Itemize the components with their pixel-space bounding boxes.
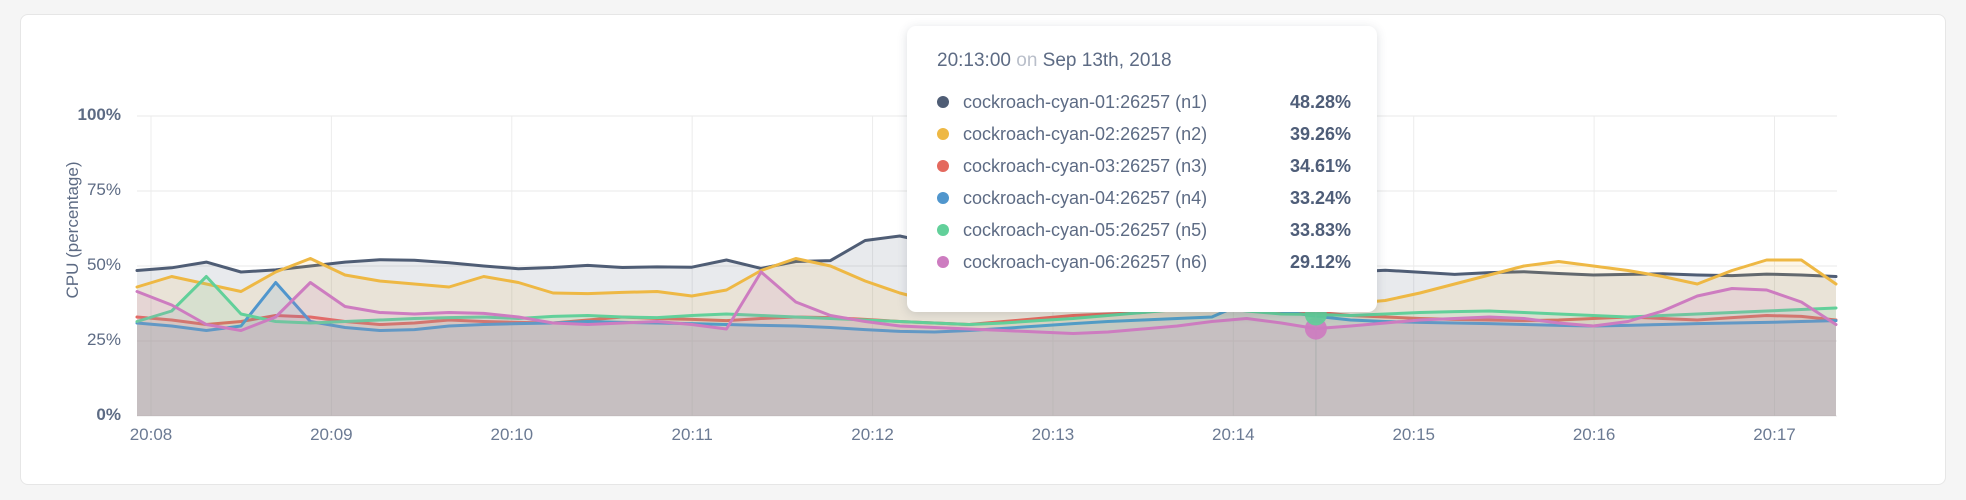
legend-color-dot-icon: [937, 128, 949, 140]
tooltip-legend-row: cockroach-cyan-01:26257 (n1) 48.28%: [937, 86, 1351, 118]
tooltip-series-name: cockroach-cyan-04:26257 (n4): [963, 187, 1208, 208]
cpu-percent-area-chart[interactable]: [21, 15, 1947, 486]
tooltip-series-value: 48.28%: [1289, 91, 1351, 112]
series-area-2: [137, 258, 1836, 416]
x-axis-tick-label: 20:11: [671, 425, 713, 444]
tooltip-series-value: 34.61%: [1289, 155, 1351, 176]
x-axis-tick-label: 20:09: [310, 425, 353, 444]
tooltip-series-name: cockroach-cyan-03:26257 (n3): [963, 155, 1208, 176]
tooltip-series-name: cockroach-cyan-06:26257 (n6): [963, 251, 1208, 272]
x-axis-tick-label: 20:16: [1572, 425, 1616, 444]
hover-tooltip: 20:13:00 on Sep 13th, 2018 cockroach-cya…: [907, 26, 1377, 312]
tooltip-series-value: 29.12%: [1289, 251, 1351, 272]
series-area-4: [137, 282, 1836, 416]
x-axis-tick-label: 20:17: [1753, 425, 1796, 444]
tooltip-series-name: cockroach-cyan-05:26257 (n5): [963, 219, 1208, 240]
legend-color-dot-icon: [937, 96, 949, 108]
y-axis-tick-label: 100%: [77, 105, 121, 124]
chart-card: CPU Percent CPU (percentage) 0%25%50%75%…: [20, 14, 1946, 485]
tooltip-timestamp: 20:13:00 on Sep 13th, 2018: [937, 50, 1351, 72]
tooltip-legend-list: cockroach-cyan-01:26257 (n1) 48.28% cockro…: [937, 86, 1351, 278]
x-axis-tick-label: 20:08: [129, 425, 173, 444]
legend-color-dot-icon: [937, 224, 949, 236]
series-area-1: [137, 236, 1836, 416]
y-axis-tick-label: 25%: [86, 330, 121, 349]
x-axis-tick-label: 20:15: [1392, 425, 1435, 444]
x-axis-tick-label: 20:14: [1212, 425, 1255, 444]
y-axis-tick-label: 50%: [86, 255, 121, 274]
tooltip-legend-row: cockroach-cyan-03:26257 (n3) 34.61%: [937, 150, 1351, 182]
tooltip-legend-row: cockroach-cyan-04:26257 (n4) 33.24%: [937, 182, 1351, 214]
x-axis-tick-label: 20:13: [1031, 425, 1075, 444]
tooltip-series-name: cockroach-cyan-01:26257 (n1): [963, 91, 1208, 112]
tooltip-series-value: 33.24%: [1289, 187, 1351, 208]
chart-plot-area[interactable]: CPU (percentage) 0% 25% 50% 75% 100% 20:08 20:…: [21, 15, 1947, 486]
series-line-6[interactable]: [135, 270, 1838, 335]
series-area-3: [137, 296, 1836, 416]
tooltip-series-value: 33.83%: [1289, 219, 1351, 240]
y-axis-tick-label: 0%: [96, 405, 121, 424]
tooltip-date: Sep 13th, 2018: [1042, 50, 1172, 71]
tooltip-series-value: 39.26%: [1289, 123, 1351, 144]
tooltip-on-word: on: [1016, 50, 1038, 71]
series-line-5[interactable]: [135, 275, 1838, 326]
tooltip-series-name: cockroach-cyan-02:26257 (n2): [963, 123, 1208, 144]
tooltip-legend-row: cockroach-cyan-02:26257 (n2) 39.26%: [937, 118, 1351, 150]
y-axis-tick-label: 75%: [86, 180, 121, 199]
series-area-6: [137, 272, 1836, 416]
tooltip-legend-row: cockroach-cyan-05:26257 (n5) 33.83%: [937, 214, 1351, 246]
x-axis-tick-label: 20:12: [851, 425, 894, 444]
tooltip-time: 20:13:00: [937, 50, 1011, 71]
x-axis-tick-label: 20:10: [490, 425, 534, 444]
series-area-5: [137, 276, 1836, 416]
tooltip-legend-row: cockroach-cyan-06:26257 (n6) 29.12%: [937, 246, 1351, 278]
legend-color-dot-icon: [937, 192, 949, 204]
legend-color-dot-icon: [937, 160, 949, 172]
legend-color-dot-icon: [937, 256, 949, 268]
